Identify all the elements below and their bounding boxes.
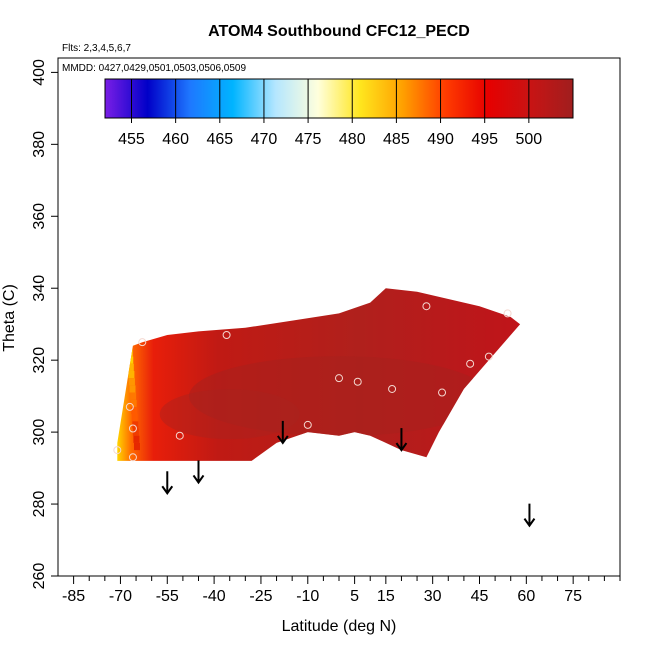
x-tick-label-3: -40 [203, 588, 226, 605]
cfc12-field [117, 288, 521, 461]
field-edge-cell-9 [131, 414, 138, 422]
sample-point-7 [303, 420, 312, 429]
colorbar-tick-label-5: 480 [339, 131, 366, 148]
field-edge-cell-4 [128, 378, 135, 386]
x-tick-label-6: 5 [350, 588, 359, 605]
colorbar-tick-label-4: 475 [295, 131, 322, 148]
plot-area: MMDD: 0427,0429,0501,0503,0506,0509 455 4… [57, 57, 621, 577]
x-tick-label-8: 30 [424, 588, 442, 605]
colorbar-tick-label-0: 455 [118, 131, 145, 148]
field-edge-cell-2 [127, 363, 134, 371]
field-edge-cell-0 [126, 349, 133, 357]
field-edge-cell-1 [127, 356, 134, 364]
x-tick-label-9: 45 [471, 588, 489, 605]
y-tick-label-3: 320 [31, 347, 48, 374]
sample-point-4 [138, 338, 147, 347]
flights-label: Flts: 2,3,4,5,6,7 [62, 43, 131, 54]
x-tick-label-4: -25 [249, 588, 272, 605]
field-edge-cell-7 [130, 399, 137, 407]
flight-arrows [161, 420, 536, 528]
sample-points [113, 302, 512, 462]
field-edge-cell-10 [132, 421, 139, 429]
chart-title: ATOM4 Southbound CFC12_PECD [208, 23, 470, 40]
x-tick-label-2: -55 [156, 588, 179, 605]
field-edge-cell-5 [129, 385, 136, 393]
field-core [189, 356, 489, 437]
colorbar-tick-label-7: 490 [427, 131, 454, 148]
flight-arrow-1 [192, 460, 205, 485]
colorbar-tick-label-9: 500 [515, 131, 542, 148]
y-axis-label: Theta (C) [1, 284, 18, 352]
y-tick-label-0: 260 [31, 563, 48, 590]
dates-label: MMDD: 0427,0429,0501,0503,0506,0509 [62, 63, 246, 74]
field-edge-cell-13 [133, 442, 140, 451]
y-tick-label-6: 380 [31, 131, 48, 158]
flight-arrow-2 [276, 420, 289, 445]
x-axis: -85 -70 -55 -40 -25 -10 5 15 30 45 60 75 [62, 576, 621, 605]
y-tick-label-4: 340 [31, 275, 48, 302]
field-edge-cell-12 [133, 435, 140, 443]
y-tick-label-2: 300 [31, 419, 48, 446]
sample-point-12 [438, 388, 447, 397]
colorbar-bar [104, 78, 574, 119]
y-tick-label-5: 360 [31, 203, 48, 230]
x-tick-label-7: 15 [377, 588, 395, 605]
field-edge-cell-6 [130, 392, 137, 400]
field-edge-cell-11 [132, 428, 139, 436]
sample-point-13 [466, 359, 475, 368]
sample-point-6 [222, 330, 231, 339]
colorbar-tick-label-6: 485 [383, 131, 410, 148]
sample-point-8 [335, 374, 343, 383]
x-tick-label-1: -70 [109, 588, 132, 605]
y-tick-label-1: 280 [31, 491, 48, 518]
x-tick-label-11: 75 [564, 588, 582, 605]
field-edge-cell-8 [131, 406, 138, 415]
sample-point-11 [422, 302, 431, 311]
sample-point-3 [128, 424, 137, 433]
flight-arrow-4 [523, 503, 536, 528]
sample-point-5 [175, 431, 184, 440]
colorbar-tick-label-2: 465 [206, 131, 233, 148]
y-tick-label-7: 400 [31, 59, 48, 86]
sample-point-0 [113, 446, 122, 455]
x-tick-label-10: 60 [517, 588, 535, 605]
colorbar-tick-label-8: 495 [471, 131, 498, 148]
field-edge-cell-3 [128, 370, 135, 379]
sample-point-10 [388, 384, 397, 393]
flight-arrow-3 [395, 428, 408, 452]
y-axis: 260 280 300 320 340 360 380 400 [31, 59, 58, 589]
sample-point-1 [128, 453, 137, 462]
sample-point-14 [484, 352, 493, 361]
colorbar-tick-label-3: 470 [251, 131, 278, 148]
sample-point-15 [503, 309, 512, 318]
x-tick-label-0: -85 [62, 588, 85, 605]
x-tick-label-5: -10 [296, 588, 319, 605]
sample-point-2 [125, 402, 134, 411]
colorbar-tick-label-1: 460 [162, 131, 189, 148]
sample-point-9 [353, 377, 362, 386]
field-core-south [159, 389, 300, 440]
colorbar: 455 460 465 470 475 480 485 490 495 500 [104, 78, 574, 148]
flight-arrow-0 [161, 471, 174, 495]
x-axis-label: Latitude (deg N) [282, 618, 397, 635]
